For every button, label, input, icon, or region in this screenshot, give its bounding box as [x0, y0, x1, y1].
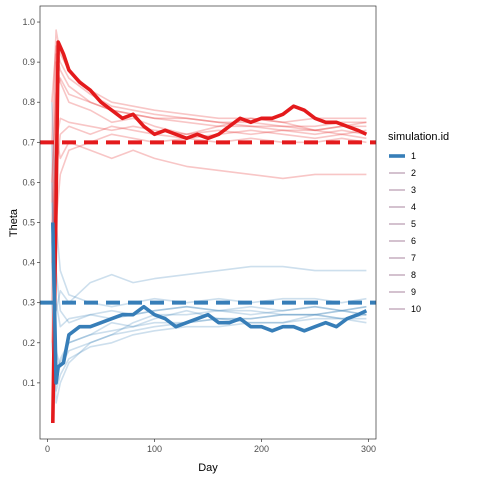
series-1-arm-a-line	[51, 40, 368, 424]
series-8-arm-b-line	[51, 317, 367, 392]
legend-label-8: 8	[411, 270, 416, 280]
y-tick-label: 0.1	[22, 378, 35, 388]
series-4-arm-a-line	[51, 29, 367, 143]
series-6-arm-a-line	[51, 77, 367, 183]
series-9-arm-b-line	[51, 182, 367, 328]
series-3-arm-b-line	[51, 222, 367, 312]
legend-label-4: 4	[411, 202, 416, 212]
y-axis-title: Theta	[8, 208, 20, 237]
legend-label-7: 7	[411, 253, 416, 263]
x-tick-label: 300	[361, 444, 376, 454]
series-9-arm-a-line	[51, 117, 367, 263]
y-tick-label: 0.6	[22, 177, 35, 187]
x-axis-title: Day	[198, 462, 218, 474]
plot-panel-border	[39, 5, 377, 440]
legend-label-5: 5	[411, 219, 416, 229]
legend-label-9: 9	[411, 287, 416, 297]
series-2-arm-a-line	[51, 61, 367, 303]
legend-label-1: 1	[411, 151, 416, 161]
legend-label-10: 10	[411, 304, 421, 314]
y-tick-label: 0.4	[22, 258, 35, 268]
x-tick-label: 0	[45, 444, 50, 454]
x-tick-label: 100	[147, 444, 162, 454]
legend-label-6: 6	[411, 236, 416, 246]
series-1-arm-b-line	[51, 222, 368, 385]
y-tick-label: 0.5	[22, 218, 35, 228]
series-7-arm-b-line	[51, 102, 367, 308]
y-tick-label: 0.7	[22, 137, 35, 147]
y-tick-label: 0.3	[22, 298, 35, 308]
series-8-arm-a-line	[51, 45, 367, 128]
series-5-arm-b-line	[51, 202, 367, 324]
legend: simulation.id 1 2 3 4 5 6 7 8 9 10	[388, 131, 449, 314]
reference-lines	[40, 140, 376, 305]
plot-area	[51, 29, 368, 424]
series-3-arm-a-line	[51, 133, 367, 223]
y-tick-label: 1.0	[22, 17, 35, 27]
series-10-arm-a-line	[51, 53, 367, 203]
x-axis: 0 100 200 300	[45, 439, 376, 454]
series-2-arm-b-line	[51, 142, 367, 384]
legend-label-3: 3	[411, 185, 416, 195]
legend-label-2: 2	[411, 168, 416, 178]
legend-title: simulation.id	[388, 131, 449, 143]
series-10-arm-b-line	[51, 242, 367, 376]
y-tick-label: 0.8	[22, 97, 35, 107]
series-5-arm-a-line	[51, 125, 367, 243]
legend-items: 1 2 3 4 5 6 7 8 9 10	[389, 151, 421, 314]
x-tick-label: 200	[254, 444, 269, 454]
y-tick-label: 0.9	[22, 57, 35, 67]
y-axis: 0.1 0.2 0.3 0.4 0.5 0.6 0.7 0.8 0.9 1.0	[22, 17, 40, 388]
y-tick-label: 0.2	[22, 338, 35, 348]
